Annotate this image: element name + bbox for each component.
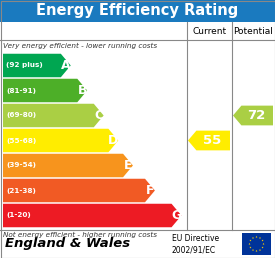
Text: EU Directive
2002/91/EC: EU Directive 2002/91/EC: [172, 233, 219, 254]
Polygon shape: [188, 131, 230, 150]
Text: 72: 72: [248, 109, 266, 122]
Text: (92 plus): (92 plus): [6, 62, 43, 69]
Text: (39-54): (39-54): [6, 163, 36, 168]
Polygon shape: [248, 243, 251, 245]
Text: Not energy efficient - higher running costs: Not energy efficient - higher running co…: [3, 232, 157, 238]
Text: E: E: [124, 159, 132, 172]
Polygon shape: [3, 179, 155, 202]
Polygon shape: [259, 237, 261, 239]
Bar: [0, 0, 275, 22]
Polygon shape: [252, 237, 254, 239]
Text: A: A: [61, 59, 71, 72]
Text: (1-20): (1-20): [6, 213, 31, 219]
Bar: [0, 230, 275, 258]
Polygon shape: [233, 106, 273, 125]
Text: G: G: [171, 209, 182, 222]
Bar: [242, 233, 271, 255]
Polygon shape: [3, 129, 118, 152]
Polygon shape: [262, 240, 264, 241]
Polygon shape: [3, 154, 133, 177]
Text: Very energy efficient - lower running costs: Very energy efficient - lower running co…: [3, 43, 157, 49]
Polygon shape: [249, 247, 251, 249]
Polygon shape: [255, 236, 258, 238]
Text: Potential: Potential: [233, 27, 273, 36]
Text: Energy Efficiency Rating: Energy Efficiency Rating: [36, 4, 239, 19]
Polygon shape: [252, 249, 254, 251]
Polygon shape: [262, 243, 265, 245]
Text: (21-38): (21-38): [6, 188, 36, 194]
Text: B: B: [78, 84, 87, 97]
Text: (81-91): (81-91): [6, 87, 36, 93]
Polygon shape: [3, 79, 87, 102]
Polygon shape: [255, 250, 258, 252]
Polygon shape: [262, 247, 264, 249]
Polygon shape: [259, 249, 261, 251]
Polygon shape: [3, 104, 104, 127]
Text: D: D: [108, 134, 119, 147]
Text: Current: Current: [192, 27, 227, 36]
Text: (55-68): (55-68): [6, 138, 36, 143]
Text: F: F: [146, 184, 154, 197]
Text: C: C: [94, 109, 103, 122]
Text: England & Wales: England & Wales: [5, 238, 130, 251]
Text: 55: 55: [204, 134, 222, 147]
Polygon shape: [249, 240, 251, 241]
Text: (69-80): (69-80): [6, 112, 36, 118]
Polygon shape: [3, 204, 182, 227]
Polygon shape: [3, 54, 71, 77]
